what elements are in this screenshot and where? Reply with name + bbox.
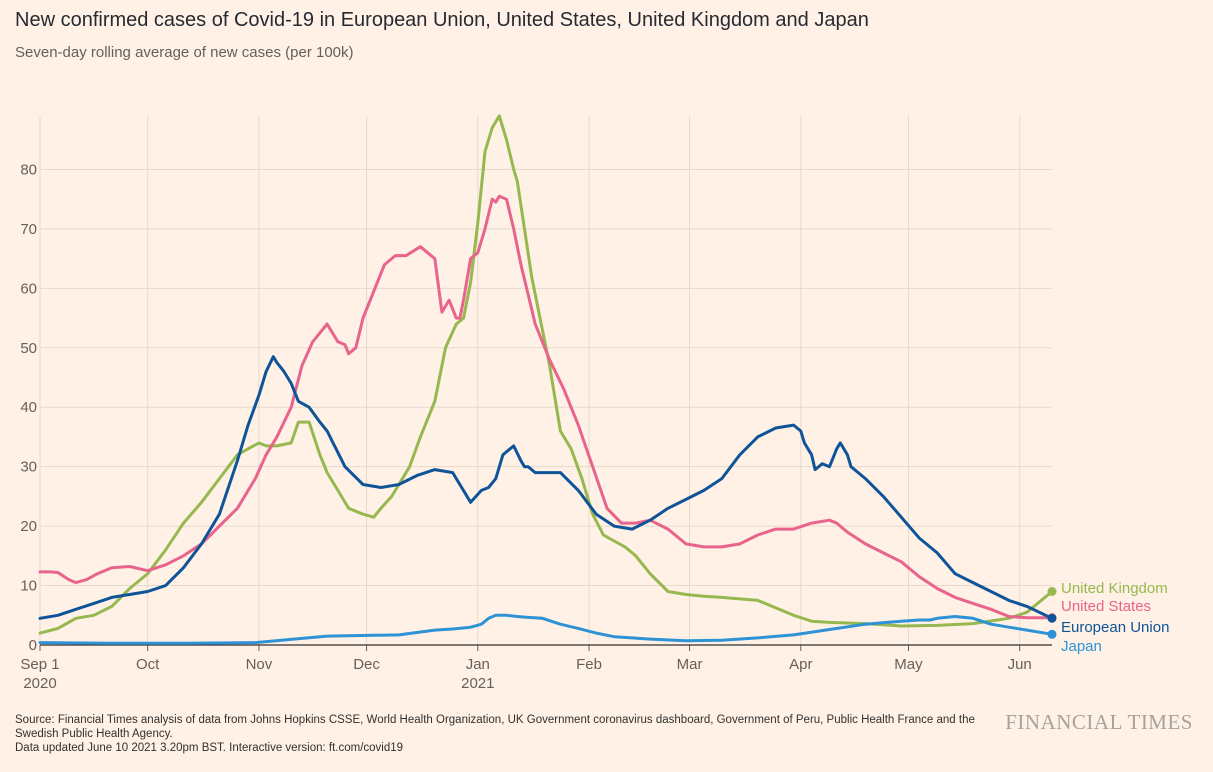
covid-cases-chart: 0 10 20 30 40 50 60 70 80 Sep 1 2020 Oct Nov Dec Jan 2… bbox=[20, 114, 1169, 692]
series-endpoint-japan bbox=[1047, 629, 1057, 639]
x-tick-label: May bbox=[894, 656, 923, 673]
series-label-united-states: United States bbox=[1061, 598, 1151, 615]
y-tick-label: 40 bbox=[20, 399, 37, 416]
ft-brand-logo: FINANCIAL TIMES bbox=[1005, 710, 1193, 734]
y-tick-label: 80 bbox=[20, 161, 37, 178]
x-tick-sublabel: 2021 bbox=[461, 675, 494, 692]
y-tick-label: 60 bbox=[20, 280, 37, 297]
series-endpoint-european-union bbox=[1047, 613, 1057, 623]
x-tick-label: Apr bbox=[789, 656, 812, 673]
source-note: Source: Financial Times analysis of data… bbox=[15, 714, 975, 740]
y-tick-label: 10 bbox=[20, 578, 37, 595]
y-tick-label: 20 bbox=[20, 518, 37, 535]
series-line-united-kingdom bbox=[38, 114, 1054, 635]
x-tick-label: Mar bbox=[677, 656, 703, 673]
grid-lines bbox=[39, 116, 1052, 645]
y-tick-label: 70 bbox=[20, 221, 37, 238]
series-line-japan bbox=[38, 613, 1054, 645]
y-tick-label: 0 bbox=[29, 637, 37, 654]
series-line-united-states bbox=[38, 194, 1054, 620]
update-note: Data updated June 10 2021 3.20pm BST. In… bbox=[15, 742, 404, 754]
chart-title: New confirmed cases of Covid-19 in Europ… bbox=[15, 9, 869, 31]
x-tick-label: Oct bbox=[136, 656, 160, 673]
x-tick-sublabel: 2020 bbox=[23, 675, 56, 692]
y-tick-label: 50 bbox=[20, 340, 37, 357]
x-tick-label: Jun bbox=[1008, 656, 1032, 673]
x-tick-label: Nov bbox=[246, 656, 273, 673]
series-line-european-union bbox=[38, 355, 1054, 620]
y-axis: 0 10 20 30 40 50 60 70 80 bbox=[20, 161, 37, 654]
series-label-european-union: European Union bbox=[1061, 619, 1169, 636]
y-tick-label: 30 bbox=[20, 459, 37, 476]
x-axis: Sep 1 2020 Oct Nov Dec Jan 2021 Feb Mar Apr May Jun bbox=[20, 644, 1052, 692]
chart-subtitle: Seven-day rolling average of new cases (… bbox=[15, 44, 354, 61]
x-tick-label: Feb bbox=[576, 656, 602, 673]
x-tick-label: Dec bbox=[353, 656, 380, 673]
chart-footer: Source: Financial Times analysis of data… bbox=[15, 713, 1005, 755]
series-lines bbox=[38, 114, 1057, 645]
series-label-united-kingdom: United Kingdom bbox=[1061, 580, 1168, 597]
x-tick-label: Jan bbox=[466, 656, 490, 673]
series-endpoint-united-kingdom bbox=[1047, 587, 1057, 596]
x-tick-label: Sep 1 bbox=[20, 656, 59, 673]
series-label-japan: Japan bbox=[1061, 638, 1102, 655]
